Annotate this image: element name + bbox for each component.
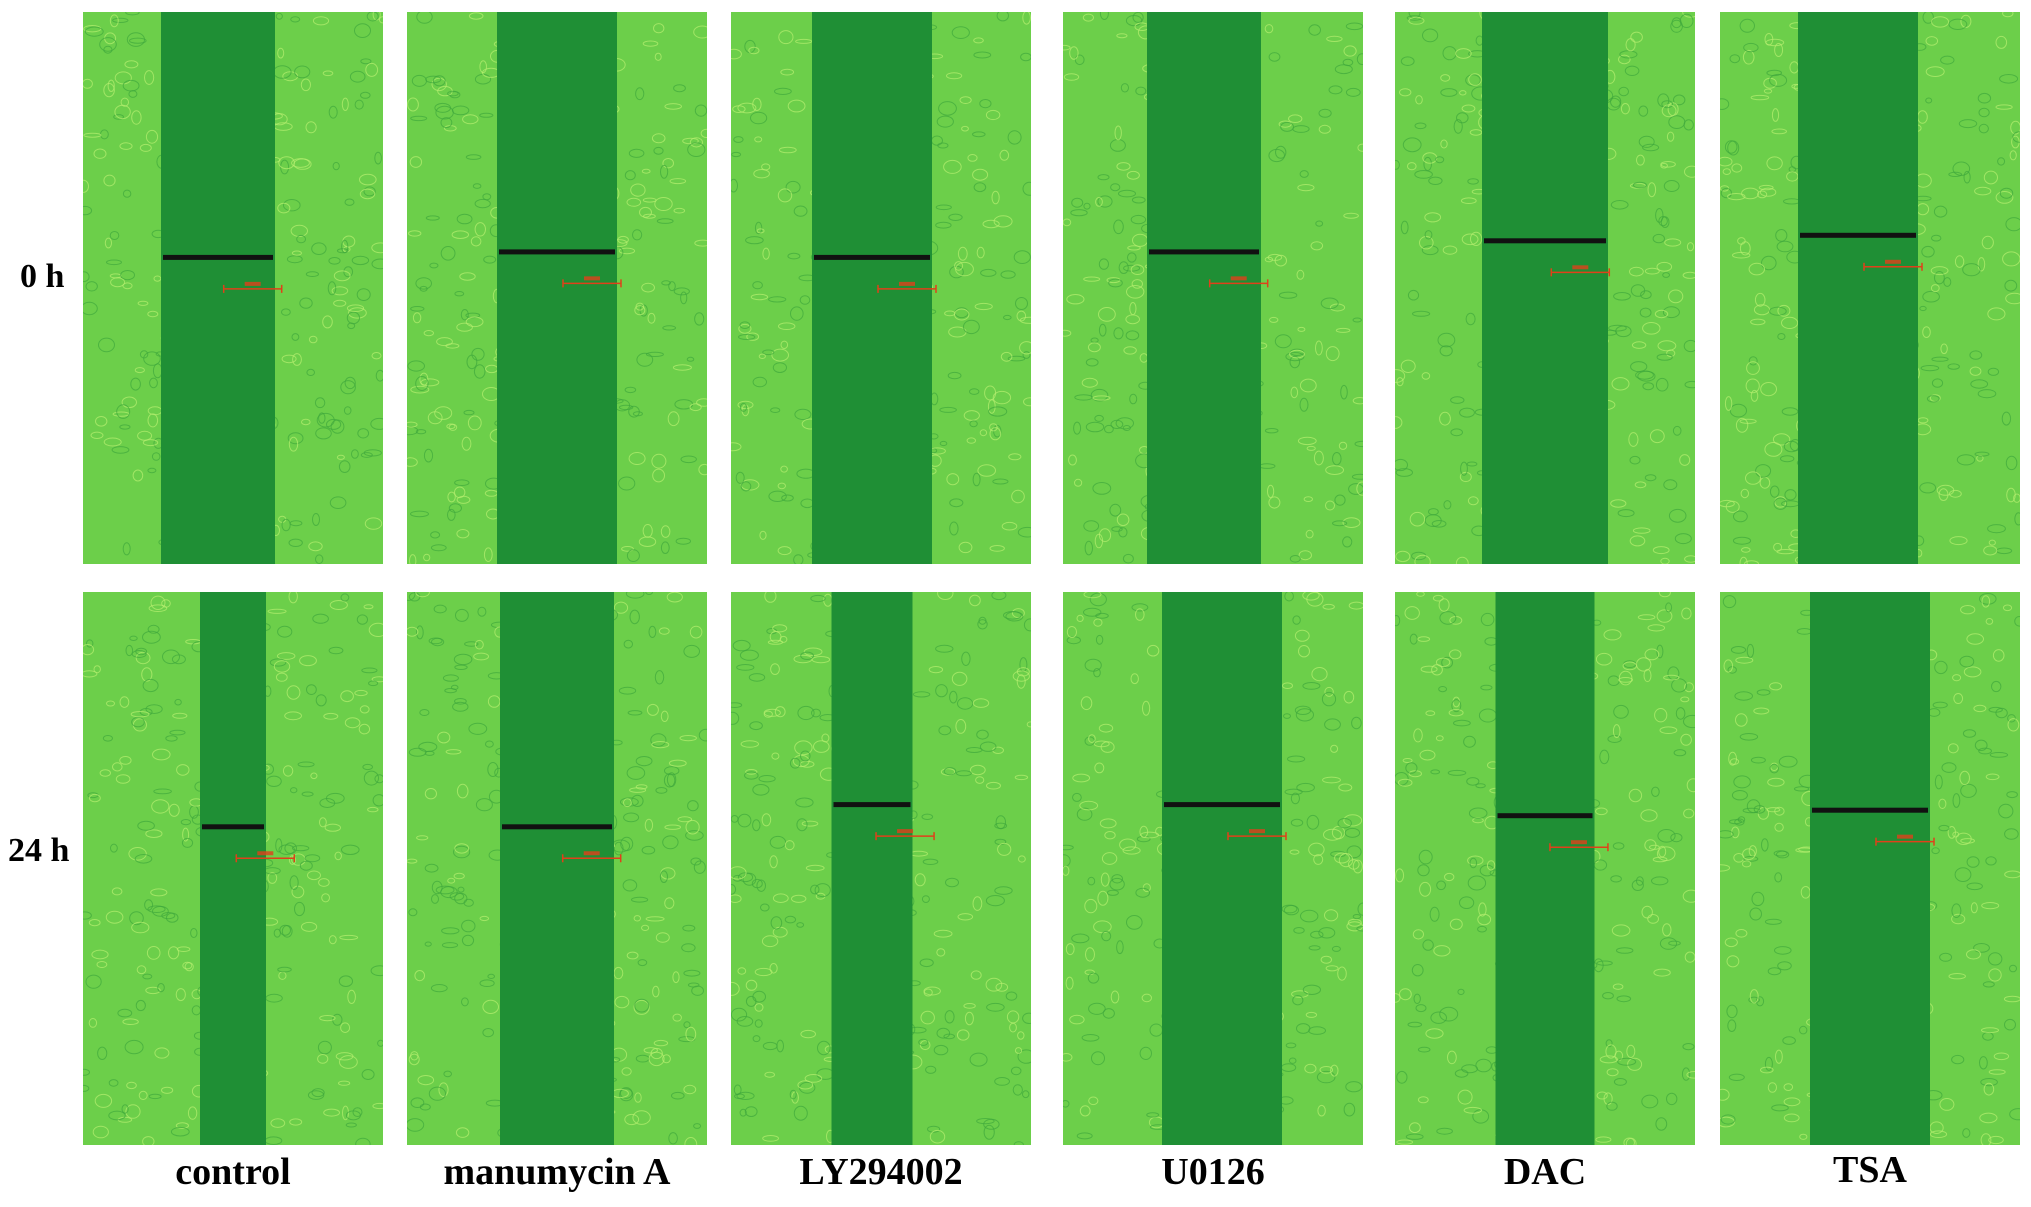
scale-bar [561,851,622,863]
scale-bar [235,851,296,863]
wound-gap [497,12,617,564]
micrograph-24h-tsa [1720,592,2020,1145]
row-label-24h: 24 h [8,832,70,869]
gap-measurement-bar [1149,249,1259,255]
wound-gap [161,12,275,564]
wound-gap [812,12,932,564]
gap-measurement-bar [202,824,264,830]
micrograph-24h-ly294002 [731,592,1031,1145]
micrograph-0h-control [83,12,383,564]
column-label-tsa: TSA [1833,1149,1907,1191]
gap-measurement-bar [163,254,273,260]
gap-measurement-bar [833,802,911,808]
wound-gap [1495,592,1595,1145]
micrograph-24h-manumycin-a [407,592,707,1145]
micrograph-0h-manumycin-a [407,12,707,564]
gap-measurement-bar [499,249,615,255]
row-label-0h: 0 h [20,258,65,295]
scale-bar [1227,829,1287,841]
scale-bar [562,276,622,288]
wound-gap [1162,592,1282,1145]
column-label-ly294002: LY294002 [799,1151,963,1193]
micrograph-24h-u0126 [1063,592,1363,1145]
scale-bar [1550,265,1611,277]
scale-bar [1875,834,1935,846]
wound-gap [1147,12,1261,564]
column-label-manumycin-a: manumycin A [443,1151,671,1193]
gap-measurement-bar [1812,807,1928,813]
micrograph-24h-control [83,592,383,1145]
scale-bar [875,829,935,841]
wound-gap [1810,592,1930,1145]
column-label-u0126: U0126 [1161,1151,1265,1193]
micrograph-0h-ly294002 [731,12,1031,564]
scale-bar [1549,840,1609,852]
column-label-control: control [175,1151,291,1193]
wound-gap [1798,12,1918,564]
gap-measurement-bar [814,254,930,260]
scale-bar [1208,276,1269,288]
scale-bar [1863,259,1923,271]
wound-gap [200,592,266,1145]
wound-gap [831,592,913,1145]
gap-measurement-bar [1497,813,1593,819]
gap-measurement-bar [502,824,612,830]
micrograph-0h-u0126 [1063,12,1363,564]
micrograph-0h-dac [1395,12,1695,564]
scale-bar [222,281,283,293]
gap-measurement-bar [1800,232,1916,238]
wound-gap [1482,12,1608,564]
micrograph-0h-tsa [1720,12,2020,564]
micrograph-24h-dac [1395,592,1695,1145]
column-label-dac: DAC [1503,1151,1587,1193]
wound-gap [500,592,614,1145]
scale-bar [877,281,937,293]
gap-measurement-bar [1164,802,1280,808]
gap-measurement-bar [1484,238,1606,244]
